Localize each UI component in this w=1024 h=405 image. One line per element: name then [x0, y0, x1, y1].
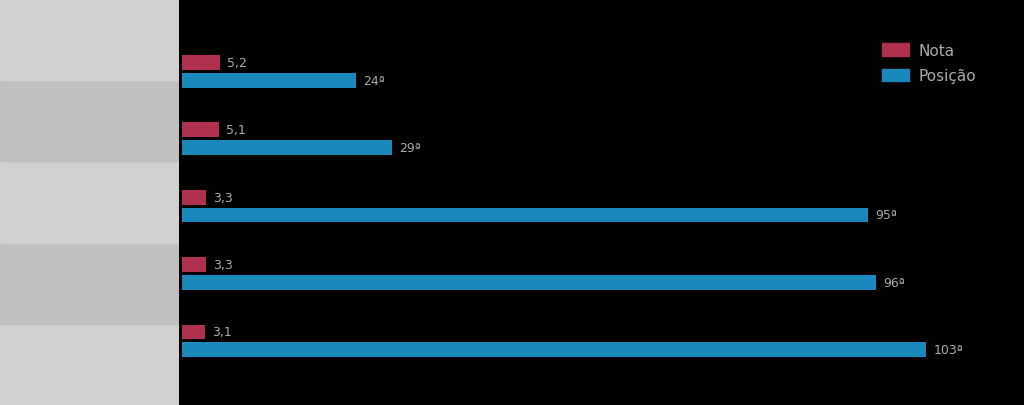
Bar	[0, 324, 179, 405]
Bar	[0, 243, 179, 324]
Legend: Nota, Posição: Nota, Posição	[874, 36, 984, 92]
Bar	[0, 162, 179, 243]
Bar	[182, 141, 392, 156]
Bar	[0, 0, 179, 81]
Text: 3,1: 3,1	[212, 326, 231, 339]
Text: 29ª: 29ª	[399, 142, 421, 155]
Bar	[182, 56, 220, 70]
Text: 3,3: 3,3	[213, 191, 233, 204]
Bar	[182, 258, 206, 272]
Text: 96ª: 96ª	[883, 276, 904, 289]
Text: 24ª: 24ª	[362, 75, 385, 87]
Text: 95ª: 95ª	[876, 209, 898, 222]
Bar	[182, 74, 355, 88]
Bar	[182, 325, 205, 339]
Bar	[182, 275, 876, 290]
Bar	[0, 81, 179, 162]
Text: 5,2: 5,2	[227, 57, 247, 70]
Bar	[182, 190, 206, 205]
Bar	[182, 208, 868, 223]
Text: 103ª: 103ª	[934, 343, 964, 356]
Bar	[182, 123, 219, 138]
Text: 3,3: 3,3	[213, 258, 233, 271]
Bar	[182, 343, 927, 357]
Text: 5,1: 5,1	[226, 124, 246, 137]
